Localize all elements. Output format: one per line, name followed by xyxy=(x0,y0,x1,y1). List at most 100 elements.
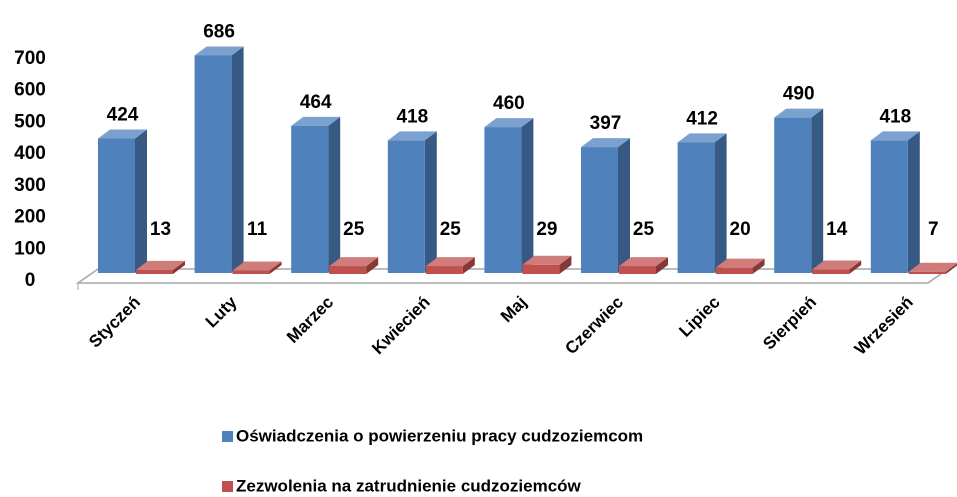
bar-top xyxy=(870,131,920,141)
bar-top xyxy=(812,260,862,270)
bar-top xyxy=(329,257,379,267)
bar-side xyxy=(173,260,185,274)
bar-3d xyxy=(232,261,282,274)
bar-side xyxy=(366,257,379,274)
bar-side xyxy=(656,257,668,274)
data-label: 29 xyxy=(536,219,557,240)
bar xyxy=(136,269,173,274)
bar-3d xyxy=(715,258,765,274)
bar-3d xyxy=(136,260,185,274)
bar-side xyxy=(811,108,824,273)
bar-side xyxy=(328,116,341,274)
bar xyxy=(425,266,463,274)
bar-3d xyxy=(522,255,572,274)
bar xyxy=(774,117,812,273)
bar-3d xyxy=(677,133,727,273)
bar-top xyxy=(677,133,727,143)
bar-top xyxy=(908,262,957,272)
data-label: 14 xyxy=(826,219,848,240)
data-label: 20 xyxy=(730,219,751,240)
bar-side xyxy=(945,263,957,274)
bar-side xyxy=(714,133,727,273)
data-label: 397 xyxy=(590,113,622,134)
bar-3d xyxy=(774,108,824,273)
bar-top xyxy=(387,131,437,141)
x-tick-label: Kwiecień xyxy=(368,293,434,359)
bar-top xyxy=(581,138,630,148)
bar-3d xyxy=(329,257,379,274)
bar-top xyxy=(291,116,341,126)
data-label: 686 xyxy=(203,21,235,42)
bar xyxy=(484,127,522,273)
y-tick-label: 500 xyxy=(14,111,46,132)
x-tick-label: Sierpień xyxy=(759,293,820,354)
y-tick-label: 300 xyxy=(14,175,46,196)
x-tick-label: Lipiec xyxy=(675,293,723,341)
bar xyxy=(870,140,908,273)
bar-3d xyxy=(581,138,630,273)
legend-label: Zezwolenia na zatrudnienie cudzoziemców xyxy=(236,476,582,495)
bar xyxy=(677,142,715,273)
y-tick-label: 600 xyxy=(14,80,46,101)
bar-3d xyxy=(194,46,244,273)
x-tick-label: Styczeń xyxy=(85,293,144,352)
data-label: 490 xyxy=(783,84,815,105)
bar-top xyxy=(232,261,282,271)
bar-3d xyxy=(98,129,147,273)
data-label: 418 xyxy=(879,106,911,127)
bar xyxy=(619,266,656,274)
bar-3d xyxy=(619,257,668,274)
bar xyxy=(98,138,135,273)
bar-side xyxy=(752,258,765,274)
data-label: 460 xyxy=(493,93,525,114)
bar-top xyxy=(522,255,572,265)
bar xyxy=(581,147,618,273)
bar-side xyxy=(849,260,862,274)
y-tick-label: 700 xyxy=(14,48,46,69)
bar-side xyxy=(269,261,282,274)
bar-3d xyxy=(812,260,862,274)
bar xyxy=(522,264,560,274)
data-label: 412 xyxy=(686,108,718,129)
x-tick-label: Czerwiec xyxy=(561,293,627,359)
bar-side xyxy=(462,257,475,274)
bar-top xyxy=(619,257,668,267)
bar-3d xyxy=(387,131,437,273)
bar-3d xyxy=(870,131,920,273)
bar-top xyxy=(484,118,534,128)
bar-3d xyxy=(425,257,475,274)
y-tick-label: 200 xyxy=(14,207,46,228)
bar-3d xyxy=(908,262,957,274)
data-label: 464 xyxy=(300,92,332,113)
legend-swatch xyxy=(222,431,233,442)
bar xyxy=(812,269,850,274)
y-tick-label: 100 xyxy=(14,238,46,259)
data-label: 13 xyxy=(150,219,171,240)
y-tick-label: 400 xyxy=(14,143,46,164)
bar xyxy=(232,270,270,274)
data-label: 25 xyxy=(633,219,655,240)
bar-top xyxy=(425,257,475,267)
x-tick-label: Wrzesień xyxy=(851,293,917,359)
data-label: 25 xyxy=(440,219,462,240)
bar-side xyxy=(231,46,244,273)
y-tick-label: 0 xyxy=(25,270,36,291)
bar-top xyxy=(136,260,185,270)
bar-side xyxy=(907,131,920,273)
bar-side xyxy=(135,129,147,273)
x-tick-label: Marzec xyxy=(283,293,337,347)
bar xyxy=(387,140,425,273)
bar xyxy=(291,125,329,274)
data-label: 424 xyxy=(107,105,139,126)
bar xyxy=(908,271,946,274)
bar xyxy=(329,266,367,274)
bar-side xyxy=(559,255,572,274)
bar-side xyxy=(521,118,534,273)
data-label: 11 xyxy=(247,219,268,240)
bar-top xyxy=(98,129,147,139)
x-tick-label: Maj xyxy=(497,293,530,326)
bar xyxy=(194,55,232,273)
data-label: 7 xyxy=(928,219,939,240)
bar-3d xyxy=(291,116,341,274)
